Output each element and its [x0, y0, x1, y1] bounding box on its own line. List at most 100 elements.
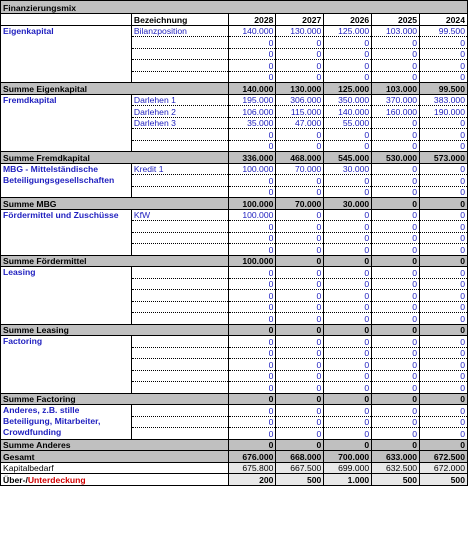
value-cell[interactable]: 0: [419, 312, 468, 325]
value-cell[interactable]: 0: [227, 243, 277, 256]
value-cell[interactable]: 0: [323, 370, 373, 382]
value-cell[interactable]: 0: [227, 128, 277, 141]
value-cell[interactable]: 0: [227, 416, 277, 429]
value-cell[interactable]: 0: [275, 381, 325, 394]
value-cell[interactable]: 0: [419, 71, 468, 83]
value-cell[interactable]: 0: [323, 301, 373, 313]
value-cell[interactable]: 0: [419, 404, 468, 417]
row-name-cell[interactable]: [130, 128, 229, 141]
value-cell[interactable]: 0: [275, 370, 325, 382]
value-cell[interactable]: 0: [275, 140, 325, 152]
value-cell[interactable]: 0: [227, 301, 277, 313]
value-cell[interactable]: 0: [371, 243, 421, 256]
value-cell[interactable]: 0: [275, 209, 325, 221]
value-cell[interactable]: 140.000: [323, 105, 373, 118]
value-cell[interactable]: 0: [227, 335, 277, 348]
value-cell[interactable]: 0: [275, 232, 325, 244]
value-cell[interactable]: 0: [371, 117, 421, 129]
value-cell[interactable]: 125.000: [323, 25, 373, 37]
value-cell[interactable]: 0: [323, 232, 373, 244]
value-cell[interactable]: 0: [419, 301, 468, 313]
value-cell[interactable]: 0: [419, 243, 468, 256]
value-cell[interactable]: 0: [419, 174, 468, 187]
value-cell[interactable]: 0: [323, 289, 373, 302]
value-cell[interactable]: 0: [275, 128, 325, 141]
value-cell[interactable]: 0: [371, 140, 421, 152]
value-cell[interactable]: 0: [371, 358, 421, 371]
value-cell[interactable]: 0: [371, 370, 421, 382]
value-cell[interactable]: 0: [323, 220, 373, 233]
row-name-cell[interactable]: [130, 36, 229, 49]
value-cell[interactable]: 100.000: [227, 163, 277, 175]
value-cell[interactable]: 0: [275, 335, 325, 348]
value-cell[interactable]: 0: [227, 220, 277, 233]
value-cell[interactable]: 0: [227, 427, 277, 440]
value-cell[interactable]: 0: [323, 128, 373, 141]
row-name-cell[interactable]: [130, 59, 229, 72]
value-cell[interactable]: 383.000: [419, 94, 468, 106]
value-cell[interactable]: 0: [419, 36, 468, 49]
row-name-cell[interactable]: [130, 220, 229, 233]
value-cell[interactable]: 0: [371, 335, 421, 348]
value-cell[interactable]: 0: [275, 266, 325, 279]
value-cell[interactable]: 55.000: [323, 117, 373, 129]
row-name-cell[interactable]: [130, 381, 229, 394]
row-name-cell[interactable]: [130, 266, 229, 279]
value-cell[interactable]: 0: [419, 220, 468, 233]
value-cell[interactable]: 0: [227, 289, 277, 302]
value-cell[interactable]: 0: [227, 140, 277, 152]
value-cell[interactable]: 0: [419, 128, 468, 141]
value-cell[interactable]: 0: [323, 358, 373, 371]
value-cell[interactable]: 0: [371, 381, 421, 394]
value-cell[interactable]: 0: [371, 174, 421, 187]
value-cell[interactable]: 0: [323, 59, 373, 72]
value-cell[interactable]: 160.000: [371, 105, 421, 118]
value-cell[interactable]: 0: [227, 48, 277, 60]
value-cell[interactable]: 0: [371, 220, 421, 233]
value-cell[interactable]: 350.000: [323, 94, 373, 106]
value-cell[interactable]: 306.000: [275, 94, 325, 106]
value-cell[interactable]: 103.000: [371, 25, 421, 37]
value-cell[interactable]: 0: [419, 48, 468, 60]
value-cell[interactable]: 0: [419, 278, 468, 290]
value-cell[interactable]: 30.000: [323, 163, 373, 175]
value-cell[interactable]: 0: [419, 335, 468, 348]
value-cell[interactable]: 195.000: [227, 94, 277, 106]
value-cell[interactable]: 0: [323, 186, 373, 198]
value-cell[interactable]: 0: [419, 186, 468, 198]
value-cell[interactable]: 0: [275, 36, 325, 49]
value-cell[interactable]: 0: [371, 347, 421, 359]
value-cell[interactable]: 0: [323, 404, 373, 417]
value-cell[interactable]: 0: [275, 301, 325, 313]
value-cell[interactable]: 0: [371, 36, 421, 49]
value-cell[interactable]: 115.000: [275, 105, 325, 118]
value-cell[interactable]: 0: [323, 416, 373, 429]
value-cell[interactable]: 0: [227, 232, 277, 244]
value-cell[interactable]: 99.500: [419, 25, 468, 37]
value-cell[interactable]: 0: [227, 347, 277, 359]
value-cell[interactable]: 0: [419, 117, 468, 129]
value-cell[interactable]: 0: [419, 347, 468, 359]
value-cell[interactable]: 0: [227, 174, 277, 187]
value-cell[interactable]: 0: [275, 278, 325, 290]
value-cell[interactable]: 0: [371, 301, 421, 313]
row-name-cell[interactable]: Bilanzposition: [130, 25, 229, 37]
value-cell[interactable]: 0: [419, 266, 468, 279]
value-cell[interactable]: 140.000: [227, 25, 277, 37]
row-name-cell[interactable]: [130, 278, 229, 290]
value-cell[interactable]: 0: [275, 289, 325, 302]
row-name-cell[interactable]: [130, 140, 229, 152]
value-cell[interactable]: 0: [371, 427, 421, 440]
value-cell[interactable]: 0: [275, 174, 325, 187]
value-cell[interactable]: 0: [275, 59, 325, 72]
value-cell[interactable]: 0: [323, 381, 373, 394]
value-cell[interactable]: 0: [275, 220, 325, 233]
value-cell[interactable]: 0: [227, 266, 277, 279]
value-cell[interactable]: 0: [227, 404, 277, 417]
row-name-cell[interactable]: Darlehen 1: [130, 94, 229, 106]
value-cell[interactable]: 0: [371, 48, 421, 60]
value-cell[interactable]: 0: [323, 347, 373, 359]
value-cell[interactable]: 0: [371, 232, 421, 244]
value-cell[interactable]: 0: [275, 312, 325, 325]
value-cell[interactable]: 0: [371, 128, 421, 141]
